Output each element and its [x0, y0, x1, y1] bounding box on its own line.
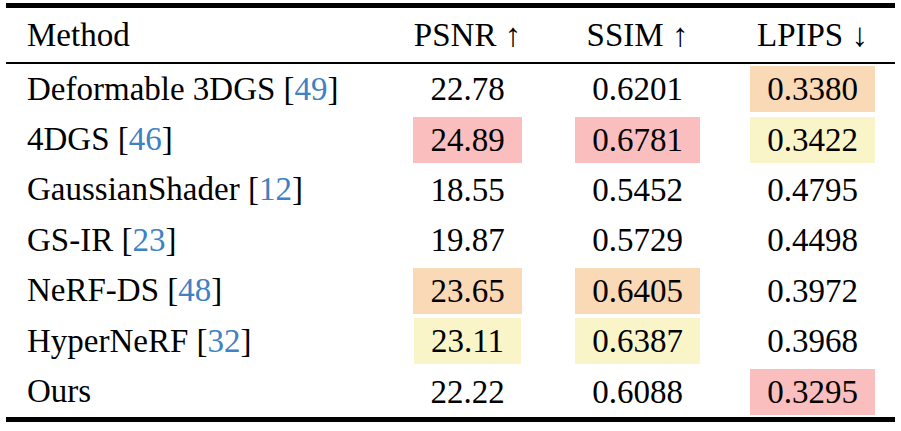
citation-brackets: [32] — [188, 323, 251, 359]
method-name: Ours — [27, 373, 91, 409]
psnr-value: 23.65 — [413, 268, 521, 314]
method-name: HyperNeRF — [27, 323, 188, 359]
table-body: Deformable 3DGS [49] 22.78 0.6201 0.3380… — [6, 64, 895, 417]
method-cell: GaussianShader [12] — [6, 173, 390, 206]
citation-link[interactable]: 46 — [129, 121, 162, 157]
citation-link[interactable]: 49 — [295, 71, 328, 107]
table-row: GaussianShader [12] 18.55 0.5452 0.4795 — [6, 165, 895, 215]
lpips-cell: 0.4498 — [730, 217, 895, 263]
lpips-cell: 0.3422 — [730, 117, 895, 163]
psnr-cell: 23.65 — [390, 268, 545, 314]
lpips-cell: 0.3295 — [730, 369, 895, 415]
citation-link[interactable]: 32 — [208, 323, 241, 359]
ssim-value: 0.6387 — [575, 318, 700, 364]
psnr-cell: 18.55 — [390, 167, 545, 213]
ssim-cell: 0.5452 — [545, 167, 730, 213]
lpips-cell: 0.3968 — [730, 318, 895, 364]
table-row: 4DGS [46] 24.89 0.6781 0.3422 — [6, 114, 895, 164]
psnr-cell: 22.78 — [390, 66, 545, 112]
method-name: GaussianShader — [27, 171, 240, 207]
table-bottom-rule — [6, 417, 895, 422]
column-header-psnr: PSNR ↑ — [390, 19, 545, 52]
column-header-ssim: SSIM ↑ — [545, 19, 730, 52]
table-row: HyperNeRF [32] 23.11 0.6387 0.3968 — [6, 316, 895, 366]
citation-brackets: [48] — [159, 272, 222, 308]
lpips-value: 0.3295 — [750, 369, 875, 415]
ssim-value: 0.5452 — [575, 167, 700, 213]
method-name: NeRF-DS — [27, 272, 159, 308]
lpips-value: 0.3968 — [750, 318, 875, 364]
citation-brackets: [23] — [113, 222, 176, 258]
method-cell: HyperNeRF [32] — [6, 325, 390, 358]
psnr-value: 18.55 — [413, 167, 521, 213]
citation-link[interactable]: 48 — [178, 272, 211, 308]
method-cell: Ours [] — [6, 375, 390, 408]
paper-results-table-page: Method PSNR ↑ SSIM ↑ LPIPS ↓ Deformable … — [0, 0, 901, 431]
lpips-value: 0.4498 — [750, 217, 875, 263]
ssim-cell: 0.5729 — [545, 217, 730, 263]
psnr-value: 23.11 — [414, 318, 521, 364]
psnr-cell: 23.11 — [390, 318, 545, 364]
psnr-value: 22.78 — [413, 66, 521, 112]
citation-brackets: [46] — [110, 121, 173, 157]
ssim-cell: 0.6781 — [545, 117, 730, 163]
method-cell: Deformable 3DGS [49] — [6, 73, 390, 106]
lpips-cell: 0.4795 — [730, 167, 895, 213]
ssim-value: 0.6201 — [575, 66, 700, 112]
method-name: GS-IR — [27, 222, 113, 258]
column-header-method: Method — [6, 19, 390, 52]
table-row: NeRF-DS [48] 23.65 0.6405 0.3972 — [6, 266, 895, 316]
method-cell: GS-IR [23] — [6, 224, 390, 257]
ssim-value: 0.6088 — [575, 369, 700, 415]
table-row: Deformable 3DGS [49] 22.78 0.6201 0.3380 — [6, 64, 895, 114]
ssim-cell: 0.6387 — [545, 318, 730, 364]
method-name: 4DGS — [27, 121, 110, 157]
ssim-value: 0.6405 — [575, 268, 700, 314]
ssim-cell: 0.6201 — [545, 66, 730, 112]
psnr-cell: 24.89 — [390, 117, 545, 163]
column-header-lpips: LPIPS ↓ — [730, 19, 895, 52]
table-row: Ours [] 22.22 0.6088 0.3295 — [6, 366, 895, 416]
psnr-cell: 19.87 — [390, 217, 545, 263]
header-row: Method PSNR ↑ SSIM ↑ LPIPS ↓ — [6, 8, 895, 62]
lpips-value: 0.3380 — [750, 66, 875, 112]
psnr-value: 24.89 — [413, 117, 521, 163]
table-row: GS-IR [23] 19.87 0.5729 0.4498 — [6, 215, 895, 265]
lpips-value: 0.4795 — [750, 167, 875, 213]
psnr-value: 22.22 — [413, 369, 521, 415]
ssim-value: 0.6781 — [575, 117, 700, 163]
citation-link[interactable]: 12 — [259, 171, 292, 207]
results-table: Method PSNR ↑ SSIM ↑ LPIPS ↓ Deformable … — [6, 3, 895, 422]
psnr-value: 19.87 — [413, 217, 521, 263]
lpips-cell: 0.3972 — [730, 268, 895, 314]
method-cell: NeRF-DS [48] — [6, 274, 390, 307]
citation-brackets: [12] — [240, 171, 303, 207]
method-cell: 4DGS [46] — [6, 123, 390, 156]
citation-brackets: [49] — [275, 71, 338, 107]
lpips-cell: 0.3380 — [730, 66, 895, 112]
psnr-cell: 22.22 — [390, 369, 545, 415]
ssim-value: 0.5729 — [575, 217, 700, 263]
lpips-value: 0.3972 — [750, 268, 875, 314]
ssim-cell: 0.6405 — [545, 268, 730, 314]
ssim-cell: 0.6088 — [545, 369, 730, 415]
method-name: Deformable 3DGS — [27, 71, 275, 107]
lpips-value: 0.3422 — [750, 117, 875, 163]
citation-link[interactable]: 23 — [132, 222, 165, 258]
